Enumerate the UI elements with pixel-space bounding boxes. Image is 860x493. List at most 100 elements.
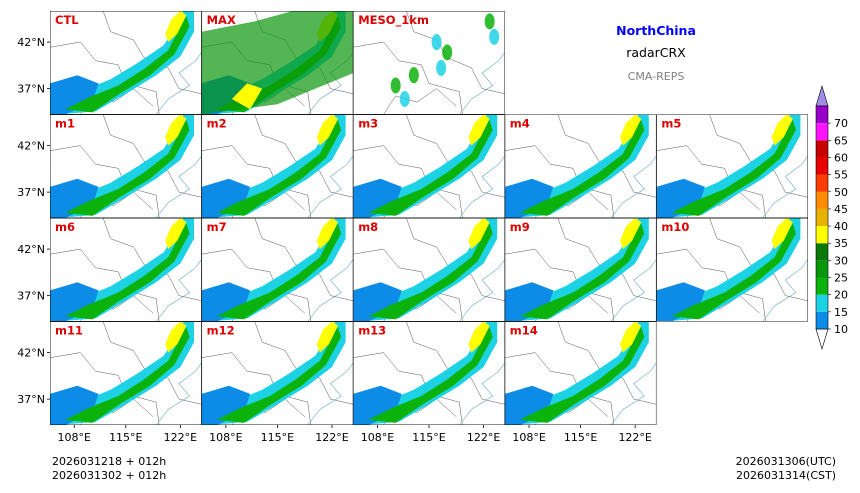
- province-border-0: [557, 218, 657, 302]
- echo-25dbz: [201, 11, 354, 115]
- province-border-0: [406, 114, 505, 198]
- panel-CTL: [50, 11, 202, 115]
- panel-label: m3: [358, 117, 378, 131]
- colorbar-segment: [816, 123, 828, 141]
- panel-label: m8: [358, 220, 378, 234]
- colorbar-segment: [816, 106, 828, 124]
- coastline: [155, 155, 202, 218]
- lon-tick-label: 122°E: [315, 431, 348, 444]
- lon-tick-label: 122°E: [164, 431, 197, 444]
- echo-cell: [408, 67, 419, 84]
- province-border-1: [353, 352, 463, 425]
- axes-labels: 42°N 37°N 42°N 37°N 42°N 37°N 42°N 37°N 108°E 115…: [17, 36, 652, 444]
- lon-tick-label: 122°E: [618, 431, 651, 444]
- echo-35dbz: [468, 218, 490, 250]
- province-border-1: [656, 248, 766, 322]
- colorbar: 10 15 20 25 30 35 40 45 50 55 60 65 70: [815, 84, 848, 351]
- panel-m10: [656, 218, 809, 322]
- panel-label: CTL: [55, 13, 79, 27]
- province-border-1: [50, 145, 160, 218]
- coastline: [610, 362, 657, 425]
- panel-background: [353, 11, 505, 115]
- colorbar-tick-label: 35: [834, 237, 848, 250]
- province-border-1: [50, 41, 160, 115]
- panel-label: m6: [55, 220, 75, 234]
- panel-grid: CTL MAX MESO_1km m1 m2 m3 m4 m5 m6 m7 m8 m9 m10 m11 m1…: [50, 11, 809, 425]
- lon-tick-label: 115°E: [261, 431, 294, 444]
- coastline: [307, 155, 354, 218]
- panel-m9: [504, 218, 657, 322]
- panel-label: m5: [661, 117, 681, 131]
- panel-label: m1: [55, 117, 75, 131]
- valid-time-cst: 2026031314(CST): [736, 469, 836, 482]
- echo-35dbz: [316, 218, 338, 250]
- lon-tick-label: 108°E: [361, 431, 394, 444]
- echo-35dbz: [620, 321, 642, 353]
- province-border-1: [353, 248, 463, 322]
- lon-tick-label: 108°E: [512, 431, 545, 444]
- colorbar-tick-label: 45: [834, 203, 848, 216]
- province-border-0: [102, 114, 202, 198]
- panel-m5: [656, 114, 809, 218]
- coastline: [459, 362, 505, 425]
- coastline: [459, 259, 505, 322]
- panel-m2: [201, 114, 354, 218]
- coastline: [155, 259, 202, 322]
- echo-cell: [399, 90, 410, 107]
- coastline: [307, 259, 354, 322]
- colorbar-segment: [816, 294, 828, 312]
- echo-35dbz: [316, 114, 338, 146]
- echo-35dbz: [771, 218, 793, 250]
- panel-label: m2: [207, 117, 227, 131]
- lon-tick-label: 115°E: [412, 431, 445, 444]
- province-border-0: [557, 321, 657, 405]
- coastline: [610, 259, 657, 322]
- lat-tick-label: 37°N: [17, 186, 45, 199]
- colorbar-tick-label: 40: [834, 220, 848, 233]
- lat-tick-label: 42°N: [17, 243, 45, 256]
- colorbar-tick-label: 25: [834, 272, 848, 285]
- lat-tick-label: 37°N: [17, 393, 45, 406]
- init-time-line2: 2026031302 + 012h: [52, 469, 166, 482]
- echo-35dbz: [771, 114, 793, 146]
- province-border-1: [201, 352, 312, 425]
- lat-tick-label: 37°N: [17, 83, 45, 96]
- province-border-0: [709, 114, 809, 198]
- colorbar-segment: [816, 243, 828, 261]
- chart-source: CMA-REPS: [628, 70, 685, 83]
- panel-m6: [50, 218, 202, 322]
- province-border-1: [353, 145, 463, 218]
- chart-title: NorthChina: [616, 23, 696, 38]
- province-border-0: [406, 321, 505, 405]
- colorbar-frame: [815, 105, 829, 330]
- colorbar-segment: [816, 157, 828, 175]
- province-border-0: [406, 218, 505, 302]
- province-border-0: [254, 114, 354, 198]
- panel-m8: [353, 218, 505, 322]
- province-border-1: [50, 248, 160, 322]
- chart-subtitle: radarCRX: [626, 45, 686, 60]
- echo-cell: [484, 13, 495, 30]
- lat-tick-label: 37°N: [17, 290, 45, 303]
- echo-35dbz: [165, 114, 187, 146]
- echo-35dbz: [620, 218, 642, 250]
- colorbar-segment: [816, 226, 828, 244]
- coastline: [762, 259, 809, 322]
- colorbar-tick-label: 60: [834, 151, 848, 164]
- coastline: [762, 155, 809, 218]
- lat-tick-label: 42°N: [17, 36, 45, 49]
- panel-label: m7: [207, 220, 227, 234]
- colorbar-tick-label: 30: [834, 254, 848, 267]
- lon-tick-label: 115°E: [109, 431, 142, 444]
- province-border-0: [254, 218, 354, 302]
- colorbar-over-arrow: [815, 84, 829, 107]
- echo-cell: [390, 77, 401, 94]
- province-border-0: [102, 11, 202, 95]
- echo-cell: [489, 28, 500, 45]
- colorbar-tick-label: 65: [834, 134, 848, 147]
- colorbar-tick-label: 20: [834, 289, 848, 302]
- echo-35dbz: [165, 11, 187, 42]
- province-border-0: [709, 218, 809, 302]
- province-border-0: [102, 218, 202, 302]
- province-border-1: [504, 248, 615, 322]
